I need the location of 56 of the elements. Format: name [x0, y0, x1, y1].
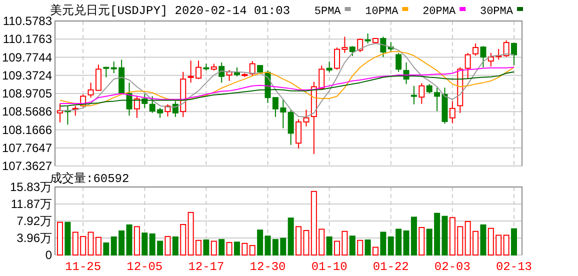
bar — [511, 228, 517, 256]
legend-label: 10PMA — [365, 6, 399, 18]
y-tick-label: 108.9705 — [2, 86, 52, 100]
bar — [203, 239, 210, 256]
bar — [364, 239, 371, 256]
bar — [480, 224, 486, 256]
y-tick-label: 0 — [45, 248, 52, 262]
y-tick-label: 107.7647 — [2, 140, 52, 155]
bar — [234, 242, 240, 256]
y-tick-label: 3.96万 — [16, 230, 52, 245]
bar — [249, 245, 256, 256]
bar — [418, 227, 425, 256]
bar — [288, 218, 294, 256]
x-tick-label: 02-03 — [434, 260, 470, 274]
y-tick-label: 108.1666 — [2, 122, 52, 137]
x-tick-label: 12-05 — [126, 260, 163, 274]
y-tick-label: 110.1763 — [2, 32, 52, 46]
y-tick-label: 11.87万 — [10, 197, 52, 212]
chart-title: 成交量:60592 — [50, 171, 130, 186]
bar — [210, 240, 217, 256]
y-tick-label: 109.3724 — [2, 68, 52, 82]
legend-label: 20PMA — [422, 6, 456, 18]
bar — [57, 222, 63, 256]
bar — [126, 224, 132, 256]
x-tick-label: 01-22 — [372, 260, 409, 274]
x-tick-label: 12-17 — [188, 260, 224, 274]
bar — [380, 232, 386, 256]
legend-label: 5PMA — [314, 6, 342, 18]
bar — [64, 222, 71, 256]
bar — [172, 236, 178, 256]
legend-label: 30PMA — [480, 6, 514, 18]
bar — [326, 236, 332, 256]
bar — [218, 239, 225, 256]
bar — [349, 236, 356, 256]
y-tick-label: 107.3627 — [2, 159, 52, 173]
y-tick-label: 110.5783 — [2, 14, 52, 28]
bar — [357, 240, 364, 256]
y-tick-label: 15.83万 — [10, 180, 52, 194]
bar — [372, 246, 378, 256]
bar — [242, 242, 248, 256]
x-tick-label: 11-25 — [65, 260, 102, 274]
bar — [180, 224, 186, 256]
bar — [142, 232, 148, 256]
x-tick-label: 12-30 — [250, 260, 286, 274]
bar — [503, 234, 510, 256]
y-tick-label: 109.7744 — [2, 50, 52, 64]
y-tick-label: 7.92万 — [16, 214, 52, 228]
bar — [257, 230, 264, 256]
x-tick-label: 01-10 — [311, 260, 348, 274]
x-tick-label: 02-13 — [496, 260, 532, 274]
bar — [226, 242, 232, 256]
y-tick-label: 108.5686 — [2, 104, 52, 119]
bar — [164, 236, 171, 256]
bar — [134, 226, 140, 256]
bar — [103, 242, 110, 256]
chart-title: 美元兑日元[USDJPY] 2020-02-14 01:03 — [50, 3, 290, 18]
